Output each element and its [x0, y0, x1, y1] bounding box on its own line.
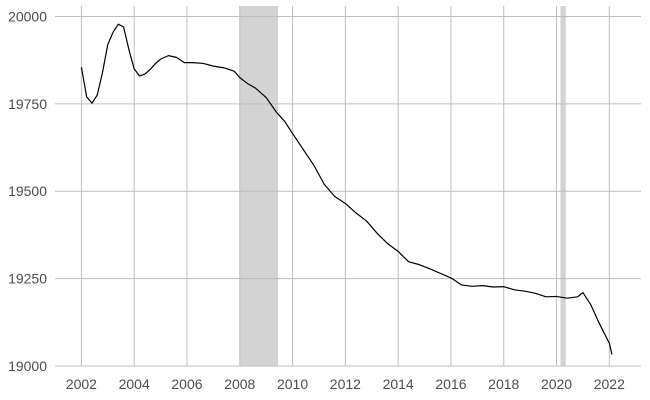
shaded-periods [239, 6, 566, 366]
x-tick-label: 2016 [435, 376, 466, 392]
series-layer [80, 23, 613, 355]
gridlines [55, 6, 641, 367]
y-tick-label: 19000 [8, 358, 47, 374]
y-axis-tick-labels: 19000 19250 19500 19750 20000 [8, 8, 47, 374]
shaded-period-1 [239, 6, 279, 366]
x-tick-label: 2022 [594, 376, 625, 392]
y-tick-label: 19500 [8, 183, 47, 199]
x-tick-label: 2004 [119, 376, 150, 392]
x-tick-label: 2018 [488, 376, 519, 392]
x-tick-label: 2008 [224, 376, 255, 392]
x-tick-label: 2014 [383, 376, 414, 392]
x-tick-label: 2002 [66, 376, 97, 392]
y-tick-label: 19750 [8, 96, 47, 112]
y-tick-label: 20000 [8, 8, 47, 24]
x-axis-tick-labels: 2002 2004 2006 2008 2010 2012 2014 2016 2018 2020… [66, 376, 625, 392]
shaded-period-2 [560, 6, 566, 366]
x-tick-label: 2020 [541, 376, 572, 392]
x-tick-label: 2010 [277, 376, 308, 392]
x-tick-label: 2006 [171, 376, 202, 392]
series-line-1 [80, 23, 613, 355]
x-tick-label: 2012 [330, 376, 361, 392]
y-tick-label: 19250 [8, 271, 47, 287]
